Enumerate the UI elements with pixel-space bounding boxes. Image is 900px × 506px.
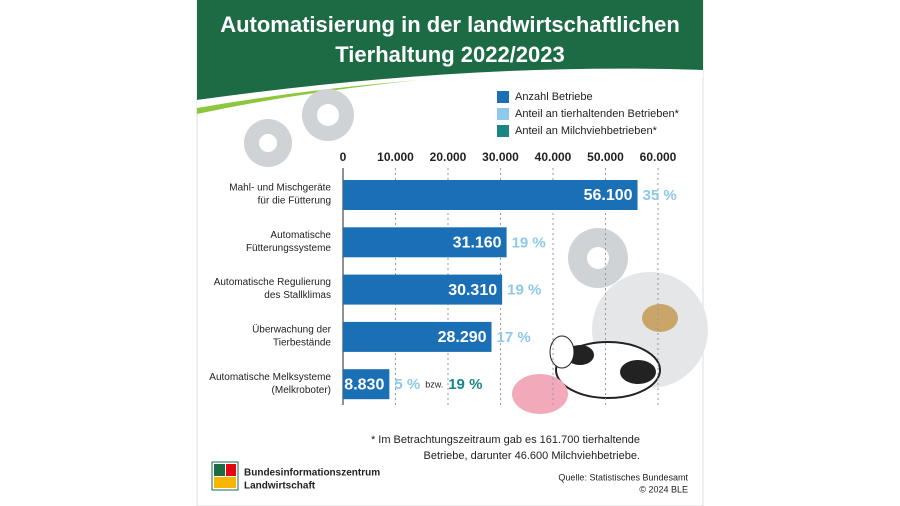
category-label: Tierbestände: [273, 338, 331, 349]
category-label: Automatische: [270, 230, 331, 241]
category-label: Überwachung der: [252, 324, 332, 336]
header-swoosh: [197, 69, 703, 108]
share-label: 19 %: [448, 376, 482, 393]
x-tick-label: 0: [340, 150, 347, 164]
share-label: 17 %: [497, 329, 531, 346]
category-label: (Melkroboter): [272, 385, 331, 396]
share-label: 19 %: [507, 282, 541, 299]
value-label: 30.310: [448, 282, 497, 299]
header-band: [197, 0, 703, 100]
category-label: für die Fütterung: [258, 196, 331, 207]
bar: [343, 274, 503, 305]
bar: [343, 227, 507, 258]
legend-label: Anzahl Betriebe: [515, 91, 593, 103]
legend-swatch: [497, 108, 509, 120]
chart-title: Tierhaltung 2022/2023: [335, 42, 565, 67]
x-tick-label: 40.000: [535, 150, 572, 164]
category-label: Fütterungssysteme: [246, 243, 331, 254]
x-tick-label: 50.000: [587, 150, 624, 164]
category-label: des Stallklimas: [264, 290, 331, 301]
footnote: * Im Betrachtungszeitraum gab es 161.700…: [371, 434, 640, 446]
x-tick-label: 60.000: [640, 150, 677, 164]
bar: [343, 369, 390, 400]
category-label: Mahl- und Mischgeräte: [229, 183, 331, 194]
bar: [343, 180, 638, 210]
legend-swatch: [497, 125, 509, 137]
chart-title: Automatisierung in der landwirtschaftlic…: [220, 12, 680, 37]
share-label: 5 %: [394, 376, 420, 393]
gears: [244, 89, 708, 388]
category-label: Automatische Regulierung: [214, 277, 331, 288]
animals: [512, 304, 678, 414]
legend-label: Anteil an Milchviehbetrieben*: [515, 125, 658, 137]
footnote: Betriebe, darunter 46.600 Milchviehbetri…: [424, 450, 640, 462]
x-tick-label: 20.000: [430, 150, 467, 164]
source: © 2024 BLE: [639, 484, 688, 494]
legend-swatch: [497, 91, 509, 103]
share-label: 19 %: [512, 234, 546, 251]
x-tick-label: 30.000: [482, 150, 519, 164]
value-label: 56.100: [584, 187, 633, 204]
category-label: Automatische Melksysteme: [209, 372, 331, 383]
publisher: Bundesinformationszentrum: [244, 468, 380, 479]
legend-label: Anteil an tierhaltenden Betrieben*: [515, 108, 680, 120]
value-label: 31.160: [453, 235, 502, 252]
publisher: Landwirtschaft: [244, 481, 316, 492]
bar: [343, 321, 492, 352]
connector-label: bzw.: [425, 380, 443, 390]
value-label: 8.830: [344, 376, 384, 393]
publisher-logo: [211, 461, 239, 491]
value-label: 28.290: [438, 329, 487, 346]
x-tick-label: 10.000: [377, 150, 414, 164]
share-label: 35 %: [643, 187, 677, 204]
source: Quelle: Statistisches Bundesamt: [558, 472, 688, 482]
